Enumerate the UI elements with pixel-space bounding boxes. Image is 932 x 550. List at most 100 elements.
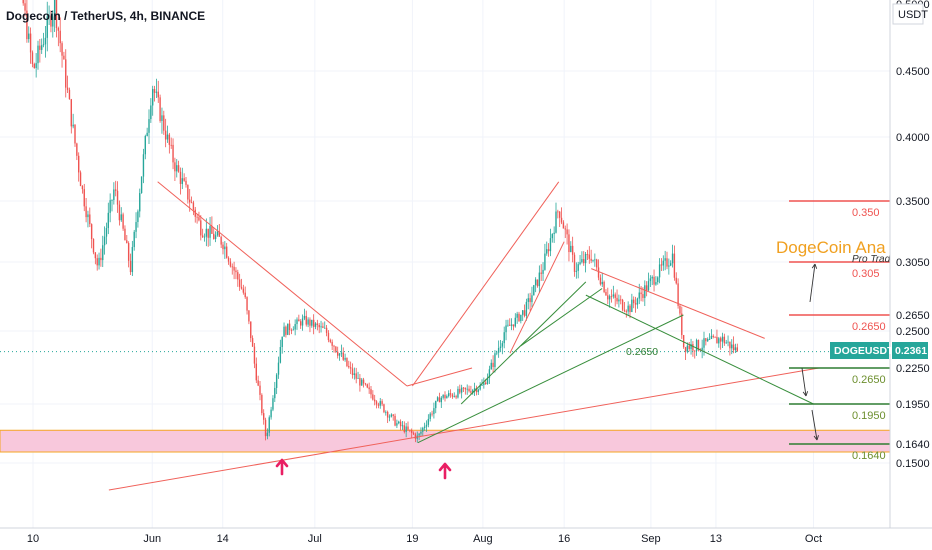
candle-body (300, 321, 302, 326)
candle-body (644, 285, 646, 298)
candle-body (122, 214, 124, 229)
candle-body (703, 338, 705, 348)
candle-body (203, 236, 206, 238)
candle-body (573, 254, 576, 272)
candle-body (368, 387, 370, 390)
candle-body (344, 357, 346, 360)
candle-body (634, 303, 637, 305)
candle-body (374, 399, 376, 402)
candle-body (157, 91, 159, 98)
trendline[interactable] (509, 241, 565, 354)
candle-body (257, 380, 259, 386)
candle-body (46, 16, 48, 38)
time-axis-ticks[interactable]: 10 Jun 14 Jul 19 Aug 16 Sep 13 Oct (27, 533, 822, 545)
candle-body (584, 253, 587, 264)
candle-body (144, 136, 146, 155)
candle-body (238, 279, 241, 287)
candle-body (263, 413, 265, 420)
candle-body (388, 416, 391, 418)
price-tick: 0.4500 (896, 66, 930, 78)
candle-body (39, 45, 41, 50)
candle-body (281, 336, 283, 347)
trendline[interactable] (406, 367, 473, 387)
candle-body (22, 0, 24, 4)
trendline[interactable] (520, 288, 603, 347)
trendline[interactable] (460, 281, 587, 405)
candle-body (318, 324, 320, 328)
candle-body (83, 189, 85, 207)
candle-body (26, 10, 28, 40)
candle-body (390, 414, 393, 417)
candle-body (640, 292, 642, 295)
bounce-arrow-icon (275, 458, 289, 476)
candle-body (485, 382, 487, 385)
candle-body (70, 99, 72, 127)
candle-body (205, 228, 208, 237)
candle-body (24, 3, 26, 11)
price-tick: 0.1640 (896, 439, 930, 451)
candle-body (100, 257, 102, 261)
candle-body (451, 394, 454, 397)
candle-body (631, 299, 633, 313)
candle-body (394, 415, 396, 426)
candle-body (608, 296, 611, 300)
candle-body (396, 423, 398, 426)
candle-body (166, 134, 169, 140)
trendline[interactable] (411, 181, 560, 387)
candle-body (670, 263, 672, 266)
trendline[interactable] (585, 294, 814, 405)
candle-body (675, 277, 677, 284)
time-tick: Jul (308, 533, 322, 545)
candle-body (707, 339, 709, 342)
watermark-subtitle: Pro Trad (852, 254, 891, 265)
candle-body (301, 318, 304, 326)
candle-body (342, 352, 344, 360)
level-label: 0.1950 (852, 410, 886, 422)
candle-body (423, 426, 426, 428)
candle-body (577, 264, 579, 271)
candle-body (240, 286, 243, 289)
candle-body (694, 350, 696, 352)
price-axis[interactable] (890, 0, 932, 528)
candle-body (418, 433, 420, 436)
candle-body (272, 398, 274, 410)
candle-body (50, 15, 52, 27)
annotation-arrows (275, 263, 819, 480)
candle-body (94, 252, 97, 259)
candle-body (320, 326, 322, 328)
trendline[interactable] (591, 268, 765, 339)
projection-arrow-icon (811, 409, 818, 441)
candle-body (734, 347, 737, 351)
candle-body (523, 310, 526, 316)
candle-body (78, 155, 80, 173)
time-tick: 13 (710, 533, 722, 545)
candle-body (633, 299, 635, 304)
candle-body (549, 238, 552, 252)
candle-body (28, 33, 30, 40)
candle-body (392, 414, 394, 416)
candle-body (381, 401, 383, 405)
candle-body (542, 269, 544, 274)
level-label: 0.2650 (852, 374, 886, 386)
candle-body (460, 387, 463, 393)
candle-body (553, 232, 555, 235)
candle-body (671, 253, 674, 264)
trendline[interactable] (157, 181, 408, 387)
candle-body (63, 55, 65, 60)
ticker-badge (830, 342, 889, 359)
candle-body (150, 105, 152, 120)
candle-body (242, 288, 245, 293)
trendline[interactable] (417, 314, 684, 444)
candle-body (662, 260, 664, 266)
candle-body (594, 259, 596, 261)
candle-body (201, 235, 204, 237)
candle-body (509, 324, 511, 326)
candle-body (176, 165, 178, 172)
candle-body (316, 323, 319, 325)
trendline[interactable] (108, 367, 819, 491)
candle-body (588, 254, 590, 259)
candle-body (113, 189, 115, 201)
candle-body (139, 193, 141, 212)
candle-body (105, 228, 108, 237)
